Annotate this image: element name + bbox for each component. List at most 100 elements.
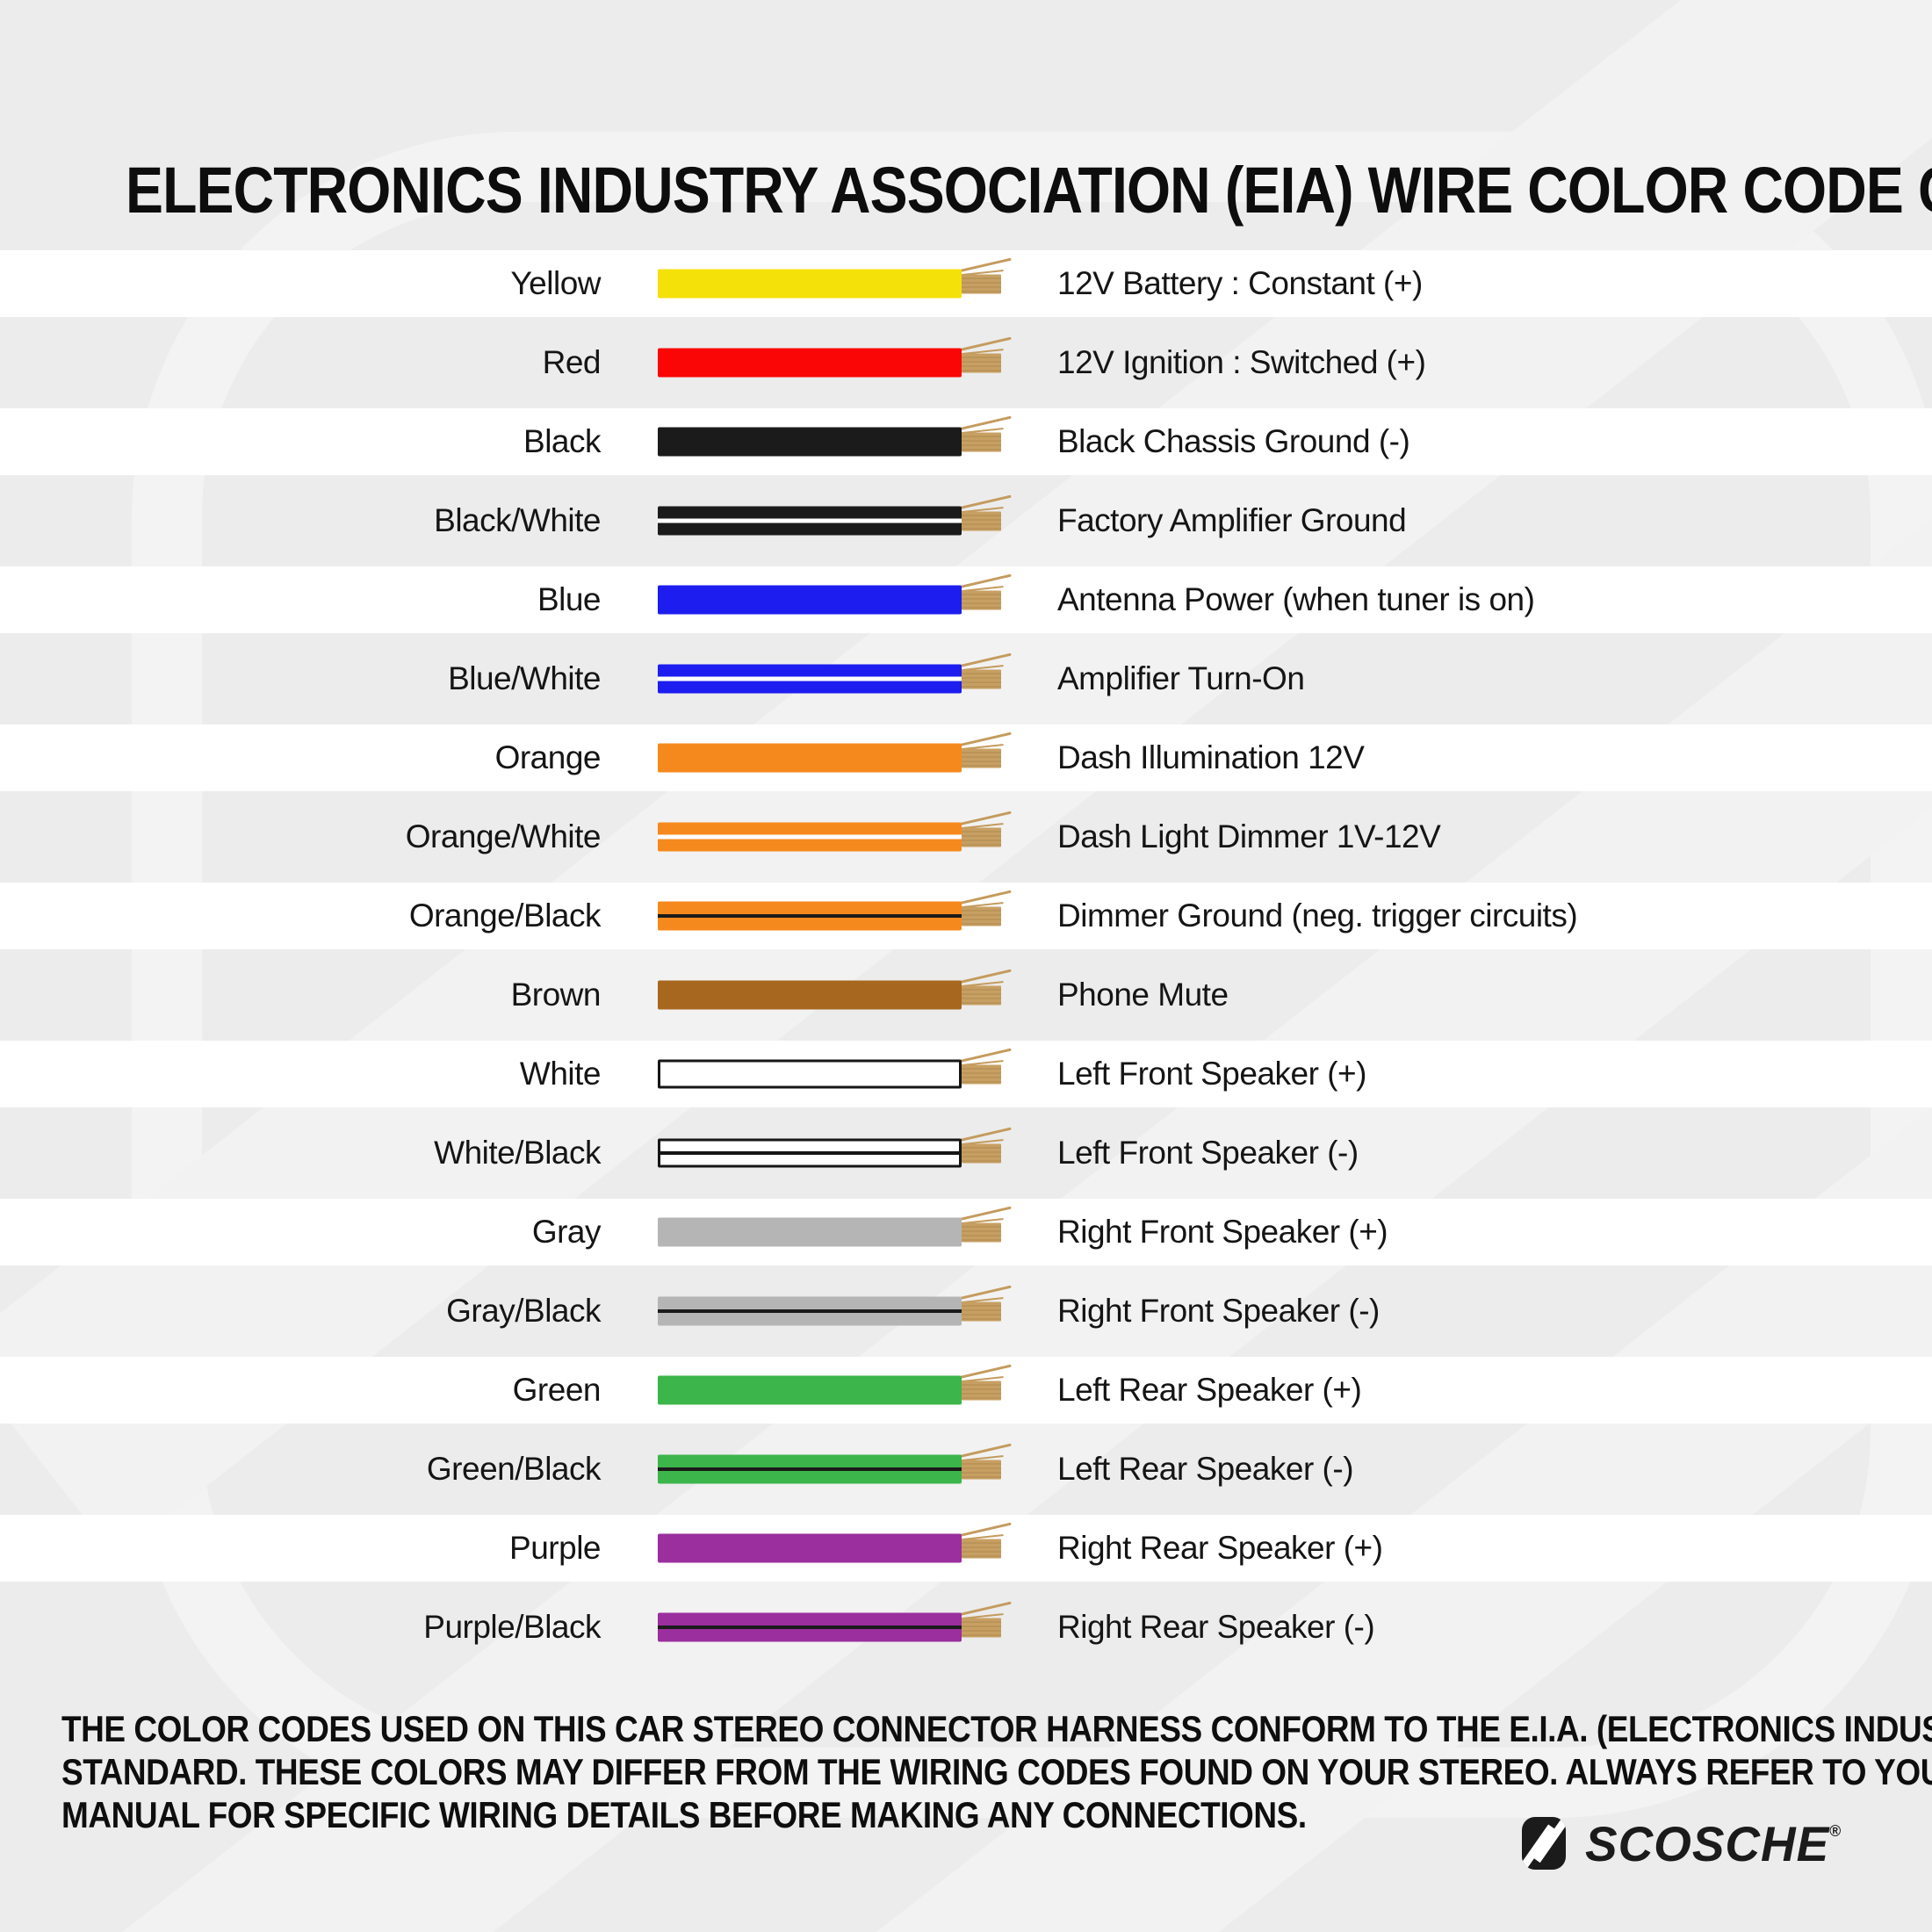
table-row: Blue Antenna Power (when tuner is on)	[0, 560, 1932, 639]
wire-copper-tip	[962, 1064, 1001, 1085]
table-row: Purple/Black Right Rear Speaker (-)	[0, 1588, 1932, 1667]
table-row: Yellow 12V Battery : Constant (+)	[0, 244, 1932, 323]
wire-insulation	[658, 980, 962, 1010]
wire-color-name: Green/Black	[426, 1451, 602, 1487]
table-row: Purple Right Rear Speaker (+)	[0, 1509, 1932, 1588]
wire-graphic	[658, 336, 1012, 378]
wire-graphic	[658, 1206, 1012, 1247]
wire-copper-tip	[962, 748, 1001, 768]
wire-copper-tip	[962, 906, 1001, 926]
table-row: Orange/White Dash Light Dimmer 1V-12V	[0, 797, 1932, 876]
wire-copper-tip	[962, 353, 1001, 373]
wire-color-name: Purple/Black	[423, 1609, 601, 1645]
wire-function: Dash Illumination 12V	[1057, 739, 1365, 775]
wire-color-name: Green	[512, 1372, 602, 1408]
wire-insulation	[658, 822, 962, 852]
wire-insulation	[658, 1138, 962, 1168]
scosche-wordmark: SCOSCHE®	[1584, 1815, 1842, 1871]
wire-insulation	[658, 1612, 962, 1642]
table-row: Brown Phone Mute	[0, 955, 1932, 1034]
wire-color-name: Black/White	[434, 502, 601, 538]
wire-copper-tip	[962, 827, 1001, 847]
wire-copper-tip	[962, 274, 1001, 294]
disclaimer-line: STANDARD. THESE COLORS MAY DIFFER FROM T…	[61, 1751, 1932, 1793]
wire-color-name: Yellow	[510, 265, 601, 301]
wire-function: Left Front Speaker (+)	[1057, 1056, 1366, 1092]
scosche-logo: SCOSCHE®	[1519, 1814, 1844, 1872]
wire-graphic	[658, 1048, 1012, 1089]
wire-graphic	[658, 652, 1012, 694]
wire-color-name: Brown	[510, 977, 602, 1013]
wire-function: Amplifier Turn-On	[1057, 660, 1305, 696]
wire-color-name: Orange	[494, 739, 602, 775]
wire-copper-tip	[962, 432, 1001, 452]
wire-copper-tip	[962, 1381, 1001, 1401]
wire-function: Right Front Speaker (-)	[1057, 1293, 1380, 1329]
table-row: White/Black Left Front Speaker (-)	[0, 1114, 1932, 1193]
disclaimer-text: THE COLOR CODES USED ON THIS CAR STEREO …	[61, 1707, 1932, 1836]
wire-insulation	[658, 664, 962, 694]
wire-graphic	[658, 1285, 1012, 1326]
disclaimer-line: THE COLOR CODES USED ON THIS CAR STEREO …	[61, 1708, 1932, 1749]
table-row: Green Left Rear Speaker (+)	[0, 1351, 1932, 1430]
wire-insulation	[658, 1296, 962, 1326]
wire-insulation	[658, 1217, 962, 1247]
wire-graphic	[658, 573, 1012, 615]
wire-graphic	[658, 1443, 1012, 1484]
disclaimer-line: MANUAL FOR SPECIFIC WIRING DETAILS BEFOR…	[61, 1794, 1307, 1836]
wire-insulation	[658, 1454, 962, 1484]
scosche-badge-icon	[1521, 1817, 1566, 1870]
wire-color-name: Orange/White	[405, 818, 602, 854]
wire-function: 12V Ignition : Switched (+)	[1057, 344, 1426, 380]
wire-function: Antenna Power (when tuner is on)	[1057, 581, 1535, 617]
wire-function: Phone Mute	[1057, 977, 1229, 1013]
table-row: Gray/Black Right Front Speaker (-)	[0, 1272, 1932, 1351]
wire-color-name: Blue	[537, 581, 602, 617]
wire-color-name: Gray	[531, 1214, 602, 1250]
wire-color-name: Black	[523, 423, 601, 459]
wire-function: Black Chassis Ground (-)	[1057, 423, 1410, 459]
wire-graphic	[658, 494, 1012, 536]
wire-graphic	[658, 415, 1012, 457]
wire-function: Dash Light Dimmer 1V-12V	[1057, 818, 1441, 854]
wire-function: Right Rear Speaker (-)	[1057, 1609, 1375, 1645]
wire-function: Factory Amplifier Ground	[1057, 502, 1407, 538]
wire-function: 12V Battery : Constant (+)	[1057, 265, 1423, 301]
table-row: Orange Dash Illumination 12V	[0, 718, 1932, 797]
table-row: White Left Front Speaker (+)	[0, 1034, 1932, 1114]
wire-copper-tip	[962, 985, 1001, 1006]
wire-insulation	[658, 427, 962, 457]
wire-function: Right Front Speaker (+)	[1057, 1214, 1388, 1250]
page-title: ELECTRONICS INDUSTRY ASSOCIATION (EIA) W…	[126, 153, 1932, 227]
wire-insulation	[658, 348, 962, 378]
wire-color-name: Gray/Black	[446, 1293, 601, 1329]
wire-copper-tip	[962, 511, 1001, 531]
wire-function: Dimmer Ground (neg. trigger circuits)	[1057, 898, 1578, 934]
wire-function: Left Rear Speaker (-)	[1057, 1451, 1354, 1487]
wire-copper-tip	[962, 1143, 1001, 1164]
table-row: Green/Black Left Rear Speaker (-)	[0, 1430, 1932, 1509]
table-row: Orange/Black Dimmer Ground (neg. trigger…	[0, 876, 1932, 955]
wire-graphic	[658, 811, 1012, 852]
wire-graphic	[658, 1364, 1012, 1405]
wire-copper-tip	[962, 590, 1001, 610]
wire-insulation	[658, 269, 962, 299]
table-row: Gray Right Front Speaker (+)	[0, 1193, 1932, 1272]
wire-insulation	[658, 1533, 962, 1563]
wire-function: Left Rear Speaker (+)	[1057, 1372, 1362, 1408]
wire-insulation	[658, 901, 962, 931]
wire-graphic	[658, 890, 1012, 931]
wire-color-name: White/Black	[434, 1135, 601, 1171]
wire-function: Left Front Speaker (-)	[1057, 1135, 1359, 1171]
wire-graphic	[658, 257, 1012, 299]
wire-table: Yellow 12V Battery : Constant (+) Red 12…	[0, 244, 1932, 1667]
table-row: Blue/White Amplifier Turn-On	[0, 639, 1932, 718]
registered-mark: ®	[1829, 1821, 1842, 1840]
wire-copper-tip	[962, 1301, 1001, 1322]
wire-insulation	[658, 743, 962, 773]
wire-graphic	[658, 732, 1012, 773]
wire-function: Right Rear Speaker (+)	[1057, 1530, 1383, 1566]
wire-color-name: Red	[542, 344, 602, 380]
wire-color-name: Orange/Black	[408, 898, 602, 934]
